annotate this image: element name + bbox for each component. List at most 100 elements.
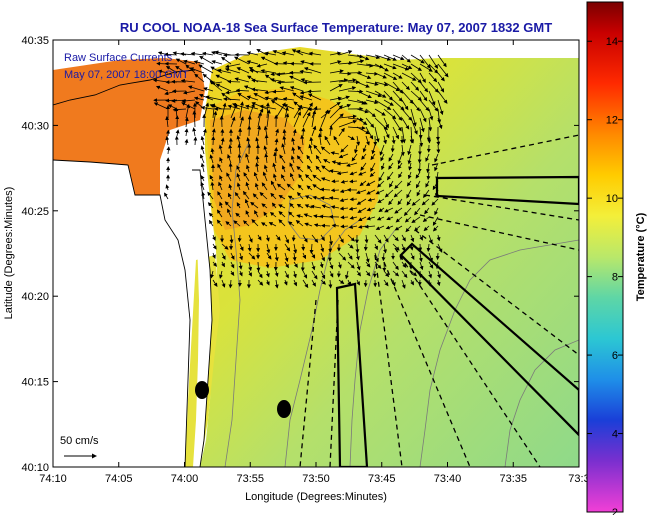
current-vector: [431, 198, 439, 206]
current-vector: [238, 270, 243, 277]
current-vector: [364, 224, 376, 229]
current-vector: [329, 51, 342, 56]
current-vector: [329, 78, 349, 83]
current-vector: [237, 143, 242, 155]
current-vector: [410, 234, 415, 243]
current-vector: [293, 106, 302, 119]
current-vector: [365, 180, 376, 186]
current-vector: [394, 180, 403, 189]
current-vector: [219, 157, 223, 164]
current-vector: [254, 210, 259, 218]
current-vector: [410, 90, 422, 101]
current-vector: [261, 222, 268, 227]
current-vector: [365, 108, 376, 118]
transect-boxes: [335, 175, 579, 467]
current-vector: [411, 216, 421, 224]
current-vector: [340, 179, 349, 184]
current-vector: [357, 207, 367, 213]
current-vector: [419, 99, 430, 112]
current-vector: [309, 136, 314, 146]
current-vector: [374, 126, 380, 143]
current-vector: [275, 128, 280, 137]
current-vector: [320, 196, 331, 201]
current-vector: [175, 129, 180, 137]
current-vector: [383, 81, 400, 92]
current-vector: [209, 174, 214, 182]
current-vector: [321, 204, 331, 209]
current-vector: [276, 80, 295, 85]
current-vector: [378, 171, 385, 182]
current-vector: [216, 219, 223, 227]
current-vector: [338, 50, 353, 56]
current-vector: [365, 71, 379, 76]
x-tick-label: 73:40: [434, 473, 462, 485]
current-vector: [419, 108, 427, 123]
current-vector: [428, 63, 439, 74]
current-vector: [199, 56, 214, 65]
chart-title: RU COOL NOAA-18 Sea Surface Temperature:…: [120, 20, 552, 35]
current-vector: [364, 234, 369, 244]
current-vector: [292, 128, 297, 137]
colorbar-tick-label: 12: [606, 115, 618, 127]
current-vector: [282, 128, 287, 137]
current-vector: [227, 79, 241, 84]
current-vector: [340, 144, 349, 153]
current-vector: [391, 279, 396, 287]
current-vector: [383, 90, 394, 101]
current-vector: [281, 51, 295, 56]
map-area: [53, 40, 579, 467]
current-vector: [225, 221, 232, 227]
current-vector: [263, 211, 268, 218]
current-vector: [347, 117, 364, 122]
current-vector: [157, 69, 169, 74]
y-tick-label: 40:20: [21, 291, 49, 303]
current-vector: [392, 117, 402, 132]
current-vector: [383, 126, 390, 139]
current-vector: [410, 81, 420, 91]
current-vector: [301, 127, 306, 137]
current-vector: [437, 81, 445, 93]
current-vector: [338, 234, 344, 244]
colorbar-tick-label: 14: [606, 36, 618, 48]
current-vector: [338, 252, 347, 261]
current-vector: [408, 162, 413, 171]
current-vector: [428, 117, 433, 132]
current-vector: [355, 252, 360, 261]
current-vector: [391, 135, 396, 145]
current-vector: [392, 270, 400, 277]
current-vector: [293, 111, 301, 128]
current-vector: [276, 183, 286, 191]
current-vector: [290, 155, 295, 164]
current-vector: [321, 165, 331, 173]
current-vector: [410, 135, 415, 144]
current-vector: [320, 177, 331, 182]
current-vector: [410, 270, 418, 277]
current-vector: [329, 96, 342, 101]
current-vector: [200, 145, 205, 155]
current-vector: [363, 279, 368, 288]
y-axis-ticks: 40:35 40:30 40:25 40:20 40:15 40:10: [21, 35, 579, 474]
current-vector: [255, 155, 260, 164]
current-vector: [265, 234, 270, 242]
current-vector: [205, 95, 223, 101]
current-vector: [221, 252, 226, 260]
current-vector: [426, 171, 431, 181]
current-vector: [320, 109, 329, 128]
current-vector: [422, 216, 430, 223]
current-vector: [392, 54, 405, 61]
current-vector: [374, 243, 378, 251]
current-vector: [229, 234, 234, 244]
current-vector: [245, 153, 250, 164]
current-vector: [389, 180, 394, 188]
current-vector: [397, 153, 403, 165]
current-vector: [436, 135, 441, 146]
current-vector: [224, 67, 241, 74]
current-vector: [236, 165, 241, 173]
current-vector: [419, 117, 425, 133]
current-vector: [347, 243, 354, 249]
current-vector: [362, 144, 367, 153]
current-vector: [278, 219, 286, 227]
current-vector: [200, 135, 205, 146]
current-vector: [272, 89, 286, 94]
current-vector: [384, 207, 394, 213]
